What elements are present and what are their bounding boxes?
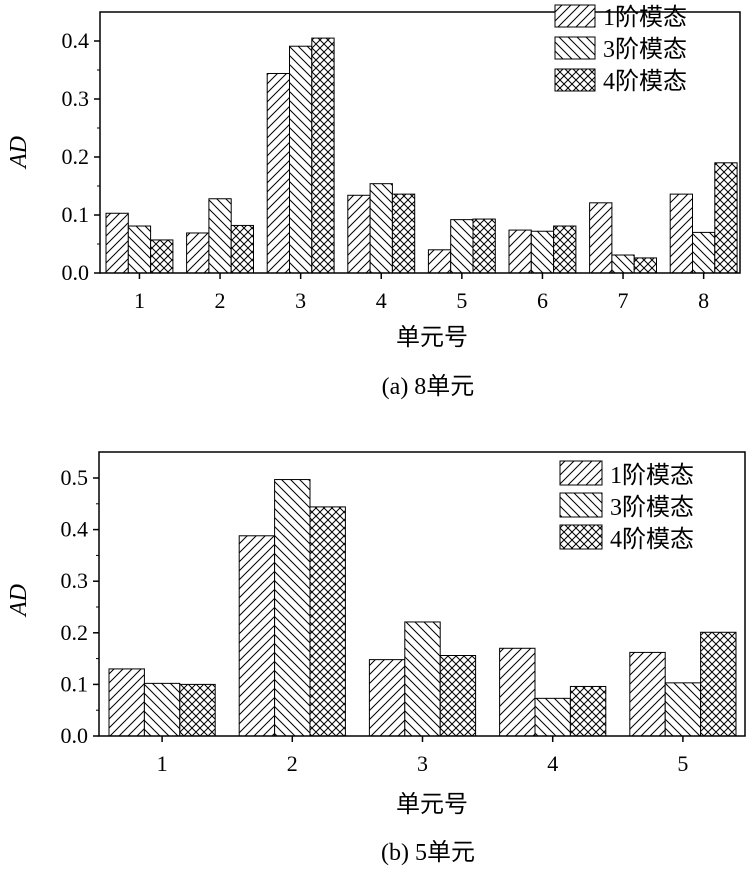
- bar-b-cat1-s2: [143, 682, 181, 737]
- x-tick-label-a-8: 8: [698, 288, 709, 313]
- bar-b-cat3-s1: [368, 659, 406, 737]
- bar-a-cat6-s1: [508, 229, 532, 274]
- bar-b-cat2-s1: [238, 535, 276, 737]
- x-axis-a: 1 2 3 4 5 6 7 8: [134, 273, 709, 313]
- bar-a-cat4-s3: [391, 193, 416, 274]
- bar-a-cat6-s3: [553, 225, 577, 274]
- legend-label-b-1: 1阶模态: [610, 462, 694, 489]
- x-tick-label-b-1: 1: [157, 751, 168, 776]
- bar-a-cat8-s1: [669, 193, 694, 274]
- bar-b-cat5-s1: [629, 651, 666, 737]
- x-axis-label-a: 单元号: [396, 324, 468, 351]
- y-axis-b: 0.0 0.1 0.2 0.3 0.4 0.5: [61, 465, 99, 748]
- bar-b-cat4-s3: [569, 685, 607, 737]
- y-tick-label-b-0.5: 0.5: [61, 465, 89, 490]
- caption-b: (b) 5单元: [381, 839, 475, 866]
- x-tick-label-a-7: 7: [618, 288, 629, 313]
- legend-swatch-a-1: [554, 4, 596, 28]
- plot-frame-a: [99, 11, 741, 274]
- bar-a-cat7-s3: [633, 257, 658, 274]
- bar-a-cat3-s2: [289, 45, 313, 274]
- y-tick-label-b-0.3: 0.3: [61, 568, 89, 593]
- bar-b-cat1-s1: [108, 668, 145, 737]
- y-tick-label-b-0.0: 0.0: [61, 723, 89, 748]
- x-axis-label-b: 单元号: [396, 791, 468, 818]
- bar-a-cat4-s1: [347, 194, 371, 274]
- bar-a-cat2-s2: [208, 198, 232, 274]
- legend-a: 1阶模态 3阶模态 4阶模态: [554, 4, 687, 95]
- x-tick-label-a-4: 4: [376, 288, 387, 313]
- chart-panel-b: 0.0 0.1 0.2 0.3 0.4 0.5 1 2 3 4 5 1阶模态 3阶模态 4阶模态 AD…: [6, 451, 746, 866]
- bar-a-cat2-s1: [186, 232, 210, 274]
- legend-label-b-2: 3阶模态: [610, 494, 694, 521]
- bar-a-cat8-s2: [692, 231, 716, 274]
- bar-a-cat7-s2: [611, 254, 635, 274]
- bar-b-cat3-s2: [404, 621, 441, 737]
- x-axis-b: 1 2 3 4 5: [157, 736, 688, 776]
- x-tick-label-b-2: 2: [287, 751, 298, 776]
- y-tick-label-b-0.2: 0.2: [61, 620, 89, 645]
- y-tick-label-a-0.2: 0.2: [62, 144, 90, 169]
- x-tick-label-b-4: 4: [547, 751, 558, 776]
- bar-b-cat5-s2: [664, 682, 702, 737]
- bar-a-cat5-s2: [450, 219, 474, 274]
- y-tick-label-a-0.3: 0.3: [62, 86, 90, 111]
- legend-label-a-2: 3阶模态: [603, 36, 687, 63]
- bar-a-cat3-s1: [266, 72, 291, 274]
- x-tick-label-a-3: 3: [295, 288, 306, 313]
- bar-a-cat5-s3: [472, 218, 496, 274]
- bar-b-cat3-s3: [439, 655, 477, 737]
- bars-a: [105, 37, 738, 274]
- bar-a-cat5-s1: [427, 249, 452, 274]
- y-tick-label-a-0.1: 0.1: [62, 202, 90, 227]
- bar-a-cat1-s2: [127, 225, 152, 274]
- legend-label-a-1: 1阶模态: [603, 4, 687, 31]
- bar-a-cat1-s3: [150, 239, 174, 274]
- y-tick-label-a-0.0: 0.0: [62, 260, 90, 285]
- y-axis-a: 0.0 0.1 0.2 0.3 0.4: [62, 28, 100, 285]
- bar-b-cat2-s3: [309, 506, 346, 737]
- legend-swatch-a-3: [554, 68, 596, 92]
- legend-label-a-3: 4阶模态: [603, 68, 687, 95]
- bar-a-cat4-s2: [369, 183, 393, 274]
- legend-label-b-3: 4阶模态: [610, 526, 694, 553]
- bar-a-cat8-s3: [714, 162, 738, 274]
- legend-b: 1阶模态 3阶模态 4阶模态: [559, 460, 694, 553]
- chart-panel-a: 0.0 0.1 0.2 0.3 0.4 1 2 3 4 5 6 7 8 1阶模态 3阶模态 4阶模态 AD…: [6, 4, 741, 400]
- x-tick-label-a-1: 1: [134, 288, 145, 313]
- legend-swatch-a-2: [554, 36, 596, 60]
- bar-b-cat2-s2: [274, 479, 311, 737]
- bar-b-cat4-s2: [534, 697, 571, 737]
- bar-a-cat6-s2: [530, 230, 555, 274]
- y-axis-label-a: AD: [6, 136, 32, 170]
- y-axis-label-b: AD: [6, 584, 32, 618]
- x-tick-label-a-2: 2: [215, 288, 226, 313]
- x-tick-label-a-6: 6: [537, 288, 548, 313]
- bar-a-cat2-s3: [230, 224, 254, 274]
- x-tick-label-b-3: 3: [417, 751, 428, 776]
- bar-b-cat5-s3: [700, 631, 737, 737]
- bar-a-cat3-s3: [311, 37, 335, 274]
- y-tick-label-b-0.1: 0.1: [61, 671, 89, 696]
- bar-b-cat1-s3: [179, 683, 216, 737]
- bar-a-cat7-s1: [589, 202, 613, 274]
- y-tick-label-a-0.4: 0.4: [62, 28, 90, 53]
- legend-swatch-b-3: [559, 524, 603, 550]
- caption-a: (a) 8单元: [382, 373, 475, 400]
- x-tick-label-b-5: 5: [677, 751, 688, 776]
- bar-b-cat4-s1: [499, 647, 536, 737]
- legend-swatch-b-1: [559, 460, 603, 486]
- bar-a-cat1-s1: [105, 212, 129, 274]
- y-tick-label-b-0.4: 0.4: [61, 517, 89, 542]
- x-tick-label-a-5: 5: [456, 288, 467, 313]
- legend-swatch-b-2: [559, 492, 603, 518]
